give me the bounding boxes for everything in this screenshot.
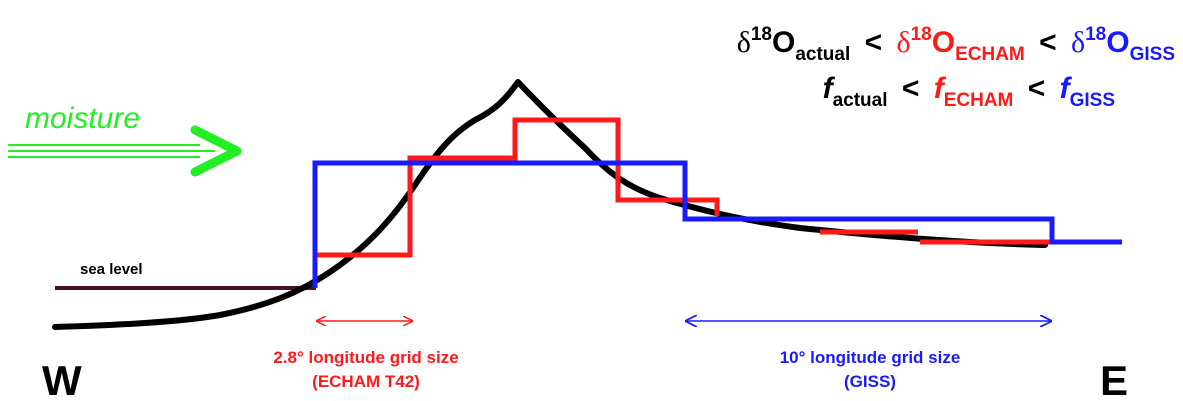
subscript: ECHAM	[944, 90, 1014, 111]
echam-label: 2.8° longitude grid size	[273, 348, 458, 367]
letter: O	[932, 26, 955, 59]
symbol: δ	[896, 26, 910, 59]
equation-1: δ18Oactual < δ18OECHAM < δ18OGISS	[737, 24, 1175, 67]
subscript: GISS	[1130, 44, 1175, 65]
west-label: W	[42, 357, 82, 401]
superscript: 18	[1085, 24, 1106, 45]
separator: <	[865, 26, 883, 59]
subscript: actual	[795, 44, 850, 65]
moisture-label: moisture	[25, 102, 140, 135]
giss-label: 10° longitude grid size	[780, 348, 961, 367]
echam-label: (ECHAM T42)	[312, 372, 420, 391]
east-label: E	[1100, 357, 1128, 401]
equation-2: factual < fECHAM < fGISS	[823, 72, 1115, 113]
giss-label: (GISS)	[844, 372, 896, 391]
separator: <	[1028, 72, 1046, 105]
separator: <	[1039, 26, 1057, 59]
separator: <	[902, 72, 920, 105]
letter: O	[772, 26, 795, 59]
giss-topography	[315, 163, 1122, 288]
symbol: δ	[737, 26, 751, 59]
diagram: δ18Oactual < δ18OECHAM < δ18OGISS factua…	[0, 0, 1183, 401]
sea-level-label: sea level	[80, 261, 143, 278]
moisture-arrow	[8, 130, 237, 172]
subscript: GISS	[1070, 90, 1115, 111]
superscript: 18	[911, 24, 932, 45]
subscript: ECHAM	[955, 44, 1025, 65]
letter: O	[1106, 26, 1129, 59]
subscript: actual	[833, 90, 888, 111]
symbol: δ	[1071, 26, 1085, 59]
superscript: 18	[751, 24, 772, 45]
